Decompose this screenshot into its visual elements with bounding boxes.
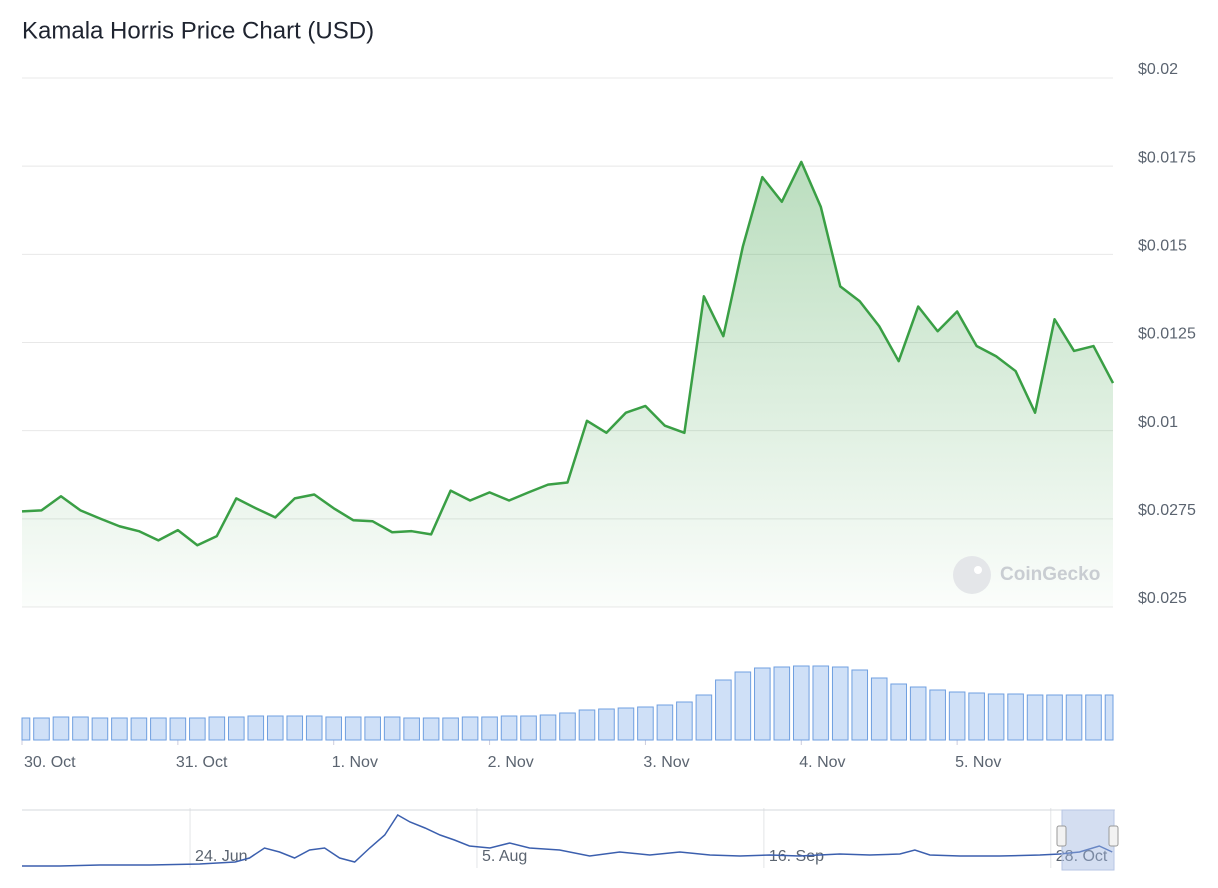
x-tick-label: 5. Aug [482, 848, 527, 865]
volume-bar [831, 666, 849, 741]
volume-bar [91, 717, 109, 741]
volume-bar [72, 716, 89, 741]
x-tick-label: 5. Nov [955, 754, 1001, 771]
volume-bar [247, 715, 265, 741]
volume-bar [870, 677, 888, 741]
volume-bar [111, 717, 128, 741]
volume-bar [500, 715, 518, 741]
volume-bar [598, 708, 615, 741]
volume-bar [734, 671, 752, 741]
volume-bar [637, 706, 654, 741]
navigator-selection[interactable] [1061, 809, 1115, 871]
x-tick-label: 3. Nov [643, 754, 689, 771]
volume-bar [461, 716, 479, 741]
y-tick-label: $0.02 [1138, 61, 1178, 78]
volume-bar [676, 701, 693, 741]
volume-bar [539, 714, 557, 741]
volume-bar [1104, 694, 1114, 741]
volume-bar [773, 666, 791, 741]
volume-bar [890, 683, 907, 741]
volume-bar [695, 694, 713, 741]
y-tick-label: $0.0175 [1138, 149, 1196, 166]
volume-bar [383, 716, 401, 741]
x-tick-label: 16. Sep [769, 848, 824, 865]
volume-bar [33, 717, 50, 741]
volume-bar [325, 716, 343, 741]
navigator-line [22, 813, 1113, 867]
volume-bar [754, 667, 771, 741]
volume-bar [403, 717, 420, 741]
volume-bar [21, 717, 31, 741]
volume-bar [286, 715, 304, 741]
price-line [21, 160, 1115, 547]
volume-bar [578, 709, 596, 741]
x-tick-label: 2. Nov [488, 754, 534, 771]
volume-bar [715, 679, 732, 741]
price-area [22, 161, 1113, 607]
x-tick-label: 30. Oct [24, 754, 76, 771]
volume-bar [851, 669, 869, 741]
volume-bar [520, 715, 537, 741]
y-tick-label: $0.0125 [1138, 326, 1196, 343]
volume-bar [656, 704, 674, 741]
volume-bar [987, 693, 1005, 741]
volume-bar [929, 689, 946, 741]
volume-bar [1007, 693, 1024, 741]
volume-bar [1026, 694, 1044, 741]
volume-bar [305, 715, 323, 741]
x-tick-label: 24. Jun [195, 848, 247, 865]
chart-title: Kamala Horris Price Chart (USD) [22, 17, 374, 44]
volume-bar [617, 707, 635, 741]
y-tick-label: $0.015 [1138, 238, 1187, 255]
volume-bar [228, 716, 245, 741]
volume-bar [1085, 694, 1102, 741]
volume-bar [266, 715, 284, 741]
x-tick-label: 31. Oct [176, 754, 228, 771]
volume-bar [130, 717, 148, 741]
y-tick-label: $0.0275 [1138, 502, 1196, 519]
watermark-logo [953, 556, 991, 594]
watermark: CoinGecko [1000, 564, 1100, 585]
volume-bar [52, 716, 70, 741]
volume-bar [364, 716, 381, 741]
volume-bar [481, 716, 498, 741]
y-tick-label: $0.025 [1138, 590, 1187, 607]
volume-bar [169, 717, 187, 741]
volume-bar [208, 716, 226, 741]
volume-bar [442, 717, 459, 741]
volume-bar [422, 717, 440, 741]
volume-bar [1065, 694, 1083, 741]
x-tick-label: 4. Nov [799, 754, 845, 771]
y-tick-label: $0.01 [1138, 414, 1178, 431]
volume-bar [344, 716, 362, 741]
volume-bar [150, 717, 167, 741]
volume-bar [189, 717, 206, 741]
volume-bar [1046, 694, 1063, 741]
volume-bar [792, 665, 810, 741]
navigator-handle[interactable] [1108, 825, 1119, 847]
volume-bar [948, 691, 966, 741]
navigator-handle[interactable] [1056, 825, 1067, 847]
x-tick-label: 1. Nov [332, 754, 378, 771]
volume-bar [909, 686, 927, 741]
volume-bar [559, 712, 576, 741]
volume-bar [812, 665, 830, 741]
volume-bar [968, 692, 985, 741]
